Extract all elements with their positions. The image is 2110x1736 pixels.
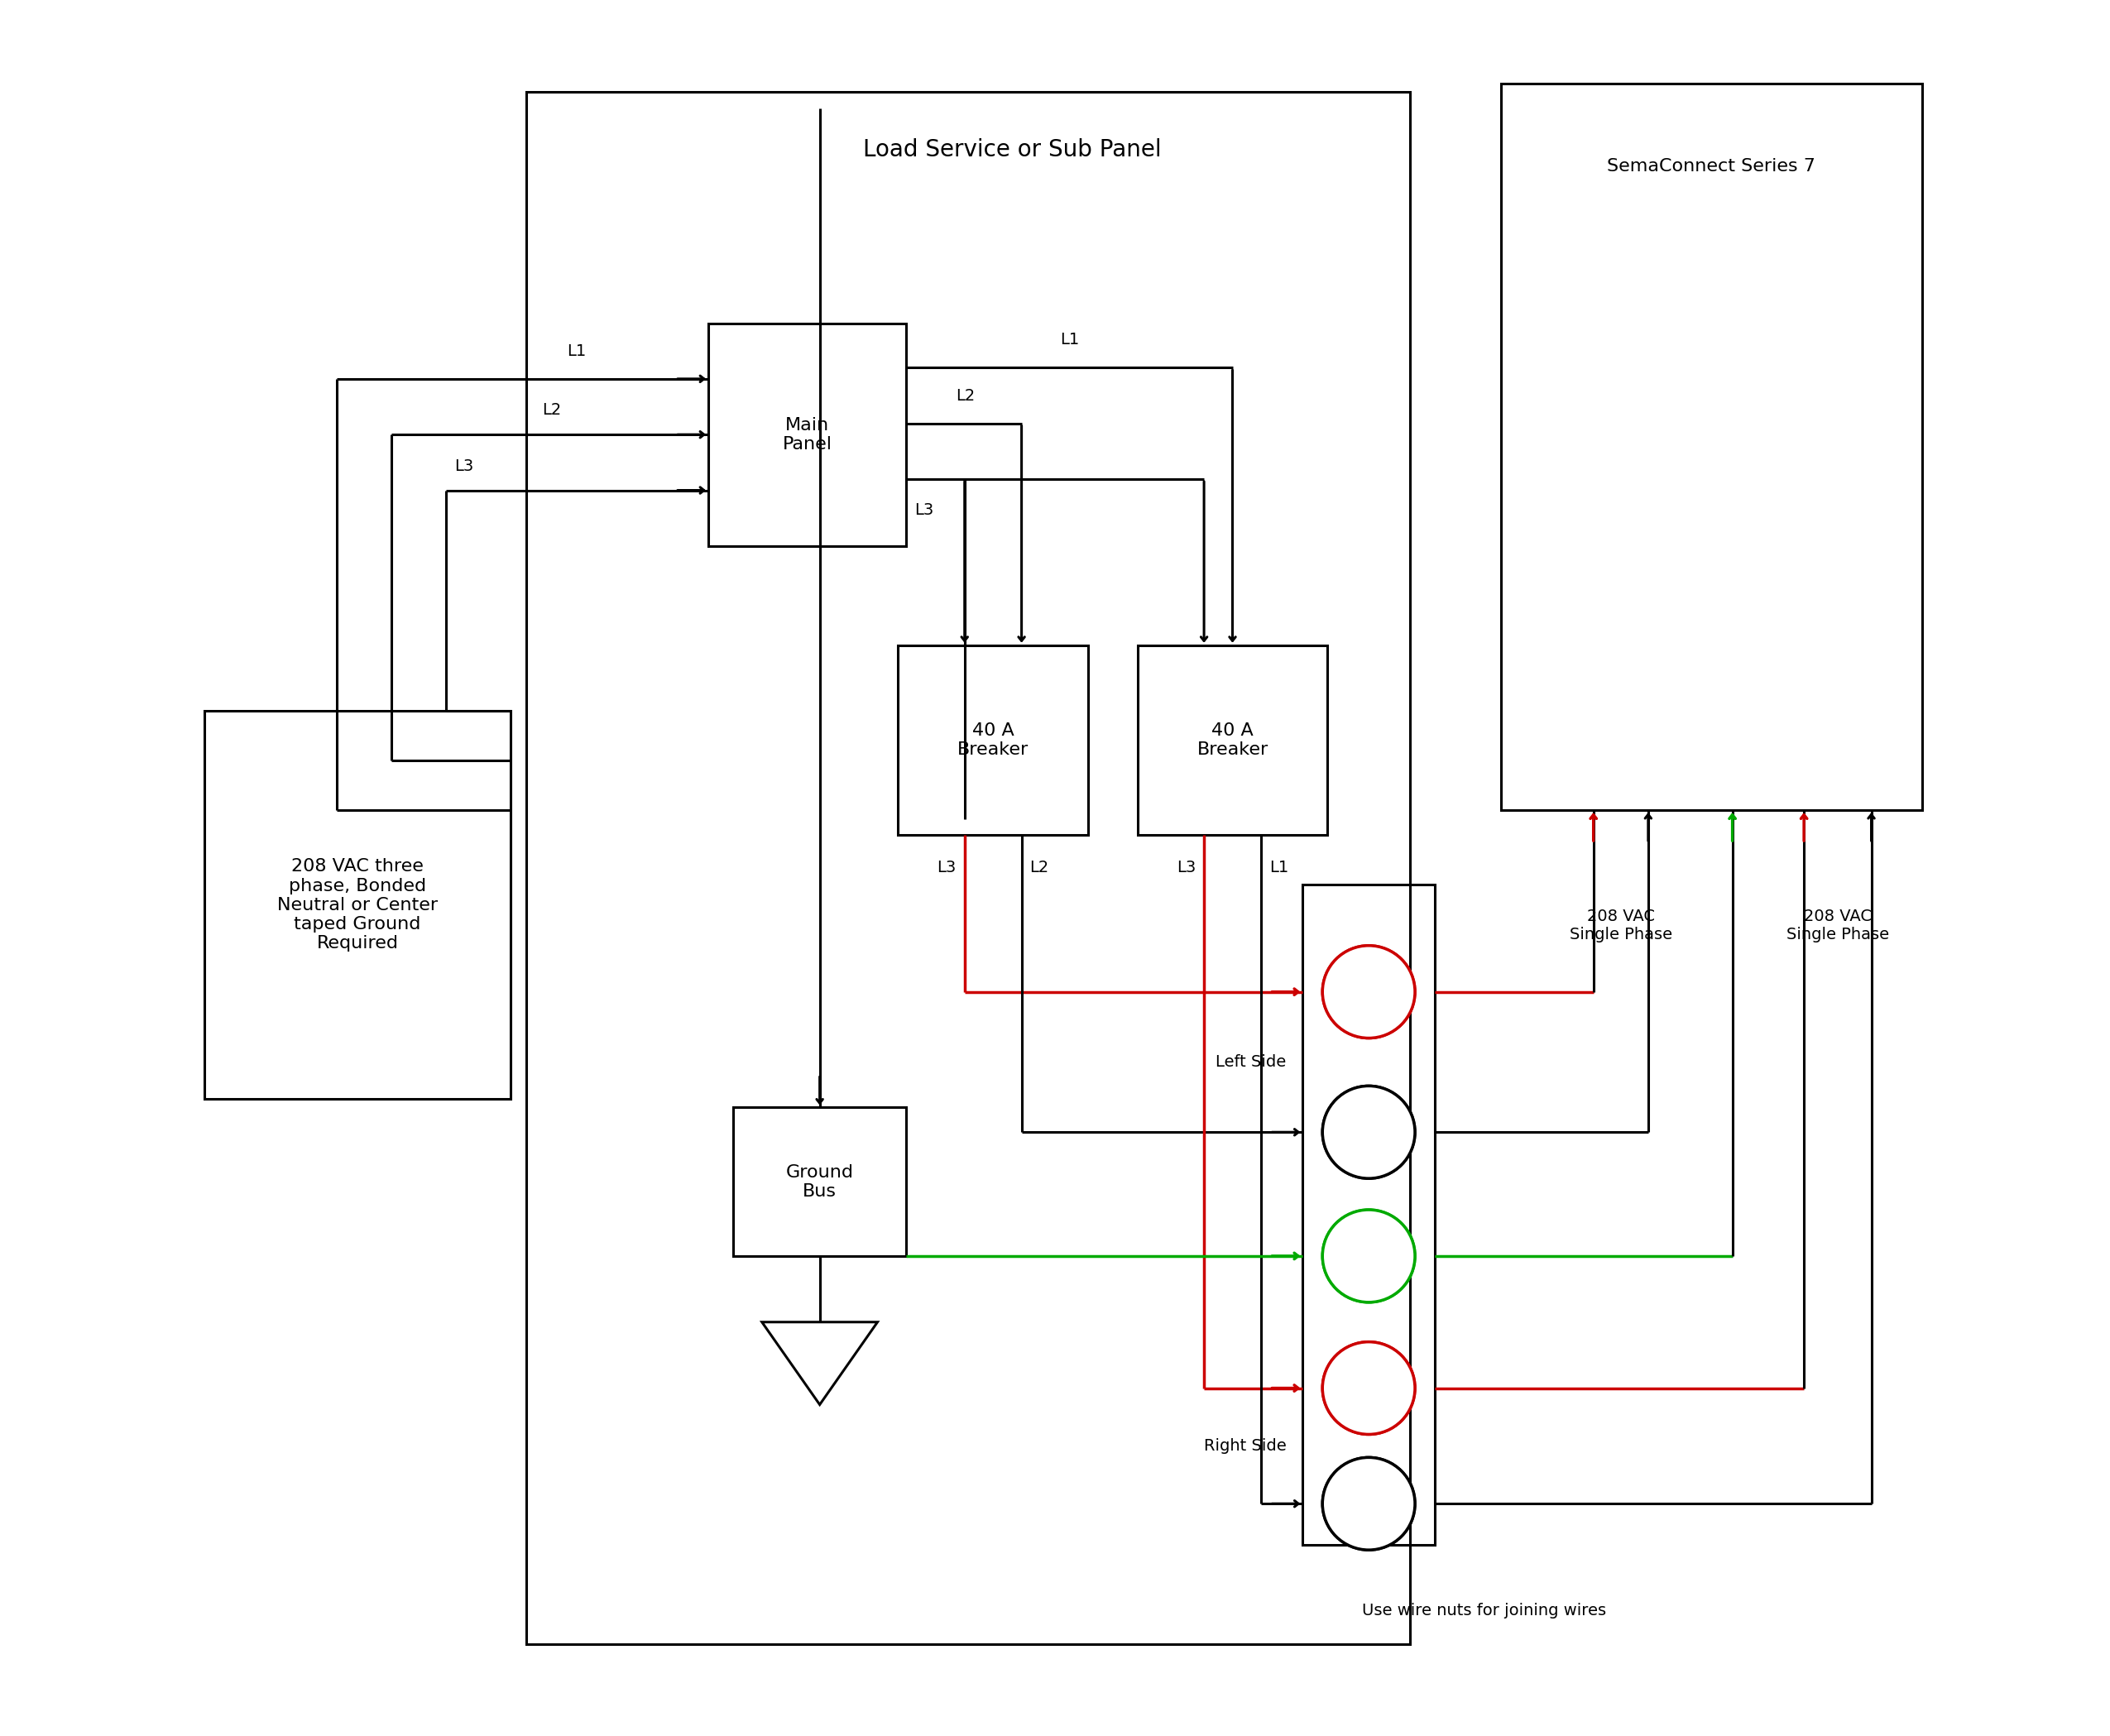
Text: 208 VAC
Single Phase: 208 VAC Single Phase bbox=[1570, 910, 1671, 943]
Text: L2: L2 bbox=[1030, 859, 1049, 875]
Text: L3: L3 bbox=[937, 859, 956, 875]
Text: Load Service or Sub Panel: Load Service or Sub Panel bbox=[863, 139, 1163, 161]
Text: L2: L2 bbox=[956, 387, 975, 403]
Circle shape bbox=[1323, 1458, 1416, 1550]
Text: 40 A
Breaker: 40 A Breaker bbox=[1196, 722, 1268, 759]
Bar bbox=[1500, 83, 1922, 811]
Circle shape bbox=[1323, 946, 1416, 1038]
Bar bbox=[1137, 646, 1327, 835]
Bar bbox=[528, 92, 1409, 1644]
Circle shape bbox=[1323, 1210, 1416, 1302]
Text: Use wire nuts for joining wires: Use wire nuts for joining wires bbox=[1363, 1602, 1606, 1620]
Circle shape bbox=[1323, 1087, 1416, 1179]
Text: Ground
Bus: Ground Bus bbox=[785, 1163, 855, 1200]
Circle shape bbox=[1323, 1210, 1416, 1302]
Text: 40 A
Breaker: 40 A Breaker bbox=[958, 722, 1030, 759]
Text: L3: L3 bbox=[914, 502, 935, 517]
Bar bbox=[205, 712, 511, 1099]
Text: Left Side: Left Side bbox=[1215, 1054, 1287, 1069]
Bar bbox=[1302, 885, 1435, 1545]
Circle shape bbox=[1323, 1458, 1416, 1550]
Bar bbox=[899, 646, 1089, 835]
Text: L1: L1 bbox=[568, 344, 587, 359]
Text: Right Side: Right Side bbox=[1203, 1437, 1287, 1453]
Text: L2: L2 bbox=[542, 403, 561, 418]
Circle shape bbox=[1323, 946, 1416, 1038]
Bar bbox=[732, 1108, 907, 1257]
Text: L3: L3 bbox=[1177, 859, 1196, 875]
Text: L1: L1 bbox=[1270, 859, 1289, 875]
Circle shape bbox=[1323, 1087, 1416, 1179]
Text: SemaConnect Series 7: SemaConnect Series 7 bbox=[1608, 158, 1815, 175]
Text: Main
Panel: Main Panel bbox=[783, 417, 831, 453]
Text: L1: L1 bbox=[1059, 332, 1078, 347]
Text: L3: L3 bbox=[454, 458, 473, 474]
Bar bbox=[709, 323, 907, 547]
Text: 208 VAC
Single Phase: 208 VAC Single Phase bbox=[1787, 910, 1888, 943]
Text: 208 VAC three
phase, Bonded
Neutral or Center
taped Ground
Required: 208 VAC three phase, Bonded Neutral or C… bbox=[276, 859, 437, 951]
Circle shape bbox=[1323, 1342, 1416, 1434]
Circle shape bbox=[1323, 1342, 1416, 1434]
